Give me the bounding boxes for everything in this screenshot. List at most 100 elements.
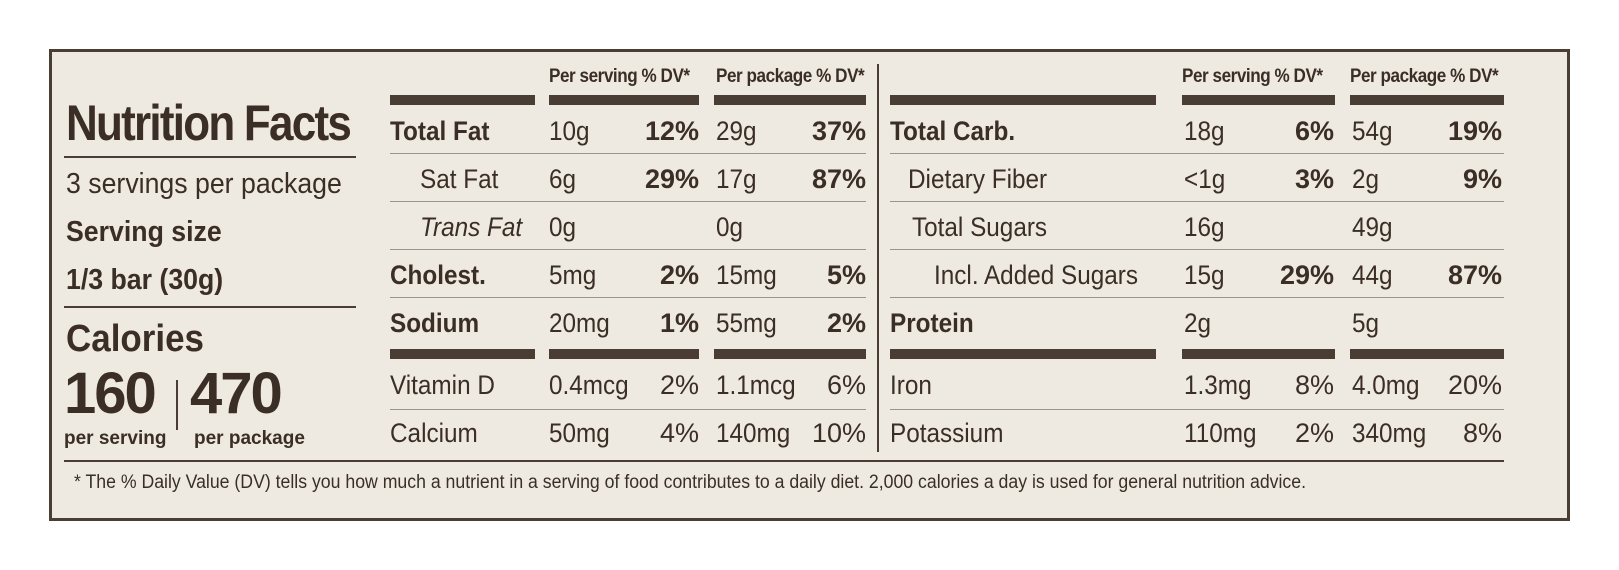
- package-amount: 44g: [1352, 260, 1393, 290]
- row-rule: [890, 201, 1504, 202]
- calories-label: Calories: [66, 318, 204, 360]
- calories-separator: [176, 380, 178, 430]
- nutrient-name-trans-fat: Trans Fat: [420, 212, 523, 242]
- row-rule: [890, 249, 1504, 250]
- nutrient-name-total-sugars: Total Sugars: [912, 212, 1048, 242]
- nutrient-name-sodium: Sodium: [390, 308, 480, 338]
- package-amount: 49g: [1352, 212, 1393, 242]
- nutrient-name-iron: Iron: [890, 370, 932, 400]
- serving-dv: 3%: [1294, 164, 1334, 194]
- thick-rule: [1350, 95, 1504, 105]
- thick-rule: [1182, 349, 1335, 359]
- package-dv: 87%: [1447, 260, 1502, 290]
- package-amount: 4.0mg: [1352, 370, 1420, 400]
- divider: [64, 306, 356, 308]
- footnote: * The % Daily Value (DV) tells you how m…: [74, 472, 1307, 493]
- serving-amount: 2g: [1184, 308, 1212, 338]
- package-amount: 2g: [1352, 164, 1380, 194]
- serving-amount: 6g: [549, 164, 577, 194]
- thick-rule: [1182, 95, 1335, 105]
- serving-amount: 1.3mg: [1184, 370, 1252, 400]
- header-per-serving: Per serving % DV*: [549, 66, 690, 87]
- serving-amount: <1g: [1184, 164, 1226, 194]
- serving-amount: 10g: [549, 116, 590, 146]
- package-amount: 140mg: [716, 418, 791, 448]
- package-amount: 5g: [1352, 308, 1380, 338]
- thick-rule: [1350, 349, 1504, 359]
- calories-per-serving: 160: [64, 361, 157, 426]
- serving-amount: 110mg: [1184, 418, 1257, 448]
- package-dv: 9%: [1462, 164, 1502, 194]
- nutrient-name-vitamin-d: Vitamin D: [390, 370, 495, 400]
- thick-rule: [390, 349, 535, 359]
- serving-amount: 50mg: [549, 418, 610, 448]
- header-per-package-right: Per package % DV*: [1350, 66, 1499, 87]
- package-amount: 55mg: [716, 308, 777, 338]
- header-per-package: Per package % DV*: [716, 66, 865, 87]
- package-amount: 15mg: [716, 260, 777, 290]
- footnote-rule: [64, 460, 1504, 462]
- package-amount: 340mg: [1352, 418, 1427, 448]
- nutrient-name-total-fat: Total Fat: [390, 116, 490, 146]
- thick-rule: [390, 95, 535, 105]
- thick-rule: [549, 95, 699, 105]
- serving-dv: 2%: [659, 370, 699, 400]
- nutrient-name-cholesterol: Cholest.: [390, 260, 486, 290]
- serving-dv: 12%: [644, 116, 699, 146]
- nutrient-name-added-sugars: Incl. Added Sugars: [934, 260, 1138, 290]
- serving-amount: 16g: [1184, 212, 1225, 242]
- nutrient-name-total-carb: Total Carb.: [890, 116, 1016, 146]
- package-dv: 20%: [1447, 370, 1502, 400]
- package-dv: 37%: [811, 116, 866, 146]
- row-rule: [890, 409, 1504, 410]
- package-amount: 54g: [1352, 116, 1393, 146]
- servings-per-package: 3 servings per package: [66, 168, 342, 200]
- package-dv: 10%: [811, 418, 866, 448]
- package-dv: 6%: [826, 370, 866, 400]
- serving-amount: 0g: [549, 212, 577, 242]
- row-rule: [890, 153, 1504, 154]
- serving-amount: 20mg: [549, 308, 610, 338]
- serving-dv: 8%: [1294, 370, 1334, 400]
- serving-dv: 2%: [1294, 418, 1334, 448]
- thick-rule: [890, 349, 1156, 359]
- serving-dv: 1%: [659, 308, 699, 338]
- nutrient-name-potassium: Potassium: [890, 418, 1004, 448]
- thick-rule: [549, 349, 699, 359]
- package-amount: 29g: [716, 116, 757, 146]
- serving-amount: 5mg: [549, 260, 597, 290]
- package-dv: 2%: [826, 308, 866, 338]
- serving-dv: 29%: [1279, 260, 1334, 290]
- row-rule: [390, 153, 866, 154]
- thick-rule: [890, 95, 1156, 105]
- serving-amount: 18g: [1184, 116, 1225, 146]
- serving-dv: 6%: [1294, 116, 1334, 146]
- serving-dv: 2%: [659, 260, 699, 290]
- thick-rule: [714, 349, 866, 359]
- calories-per-package-label: per package: [194, 428, 305, 449]
- package-dv: 19%: [1447, 116, 1502, 146]
- package-amount: 1.1mcg: [716, 370, 796, 400]
- serving-size-label: Serving size: [66, 216, 222, 248]
- header-per-serving-right: Per serving % DV*: [1182, 66, 1323, 87]
- package-dv: 8%: [1462, 418, 1502, 448]
- serving-dv: 29%: [644, 164, 699, 194]
- divider: [64, 156, 356, 158]
- row-rule: [390, 297, 866, 298]
- serving-amount: 15g: [1184, 260, 1225, 290]
- row-rule: [390, 409, 866, 410]
- nutrient-name-calcium: Calcium: [390, 418, 478, 448]
- thick-rule: [714, 95, 866, 105]
- package-amount: 0g: [716, 212, 744, 242]
- serving-dv: 4%: [659, 418, 699, 448]
- serving-size-value: 1/3 bar (30g): [66, 264, 224, 296]
- row-rule: [390, 201, 866, 202]
- column-divider: [877, 64, 879, 452]
- calories-per-serving-label: per serving: [64, 428, 167, 449]
- calories-per-package: 470: [190, 361, 283, 426]
- row-rule: [890, 297, 1504, 298]
- serving-amount: 0.4mcg: [549, 370, 629, 400]
- nutrient-name-protein: Protein: [890, 308, 974, 338]
- package-dv: 5%: [826, 260, 866, 290]
- nutrition-title: Nutrition Facts: [66, 95, 352, 151]
